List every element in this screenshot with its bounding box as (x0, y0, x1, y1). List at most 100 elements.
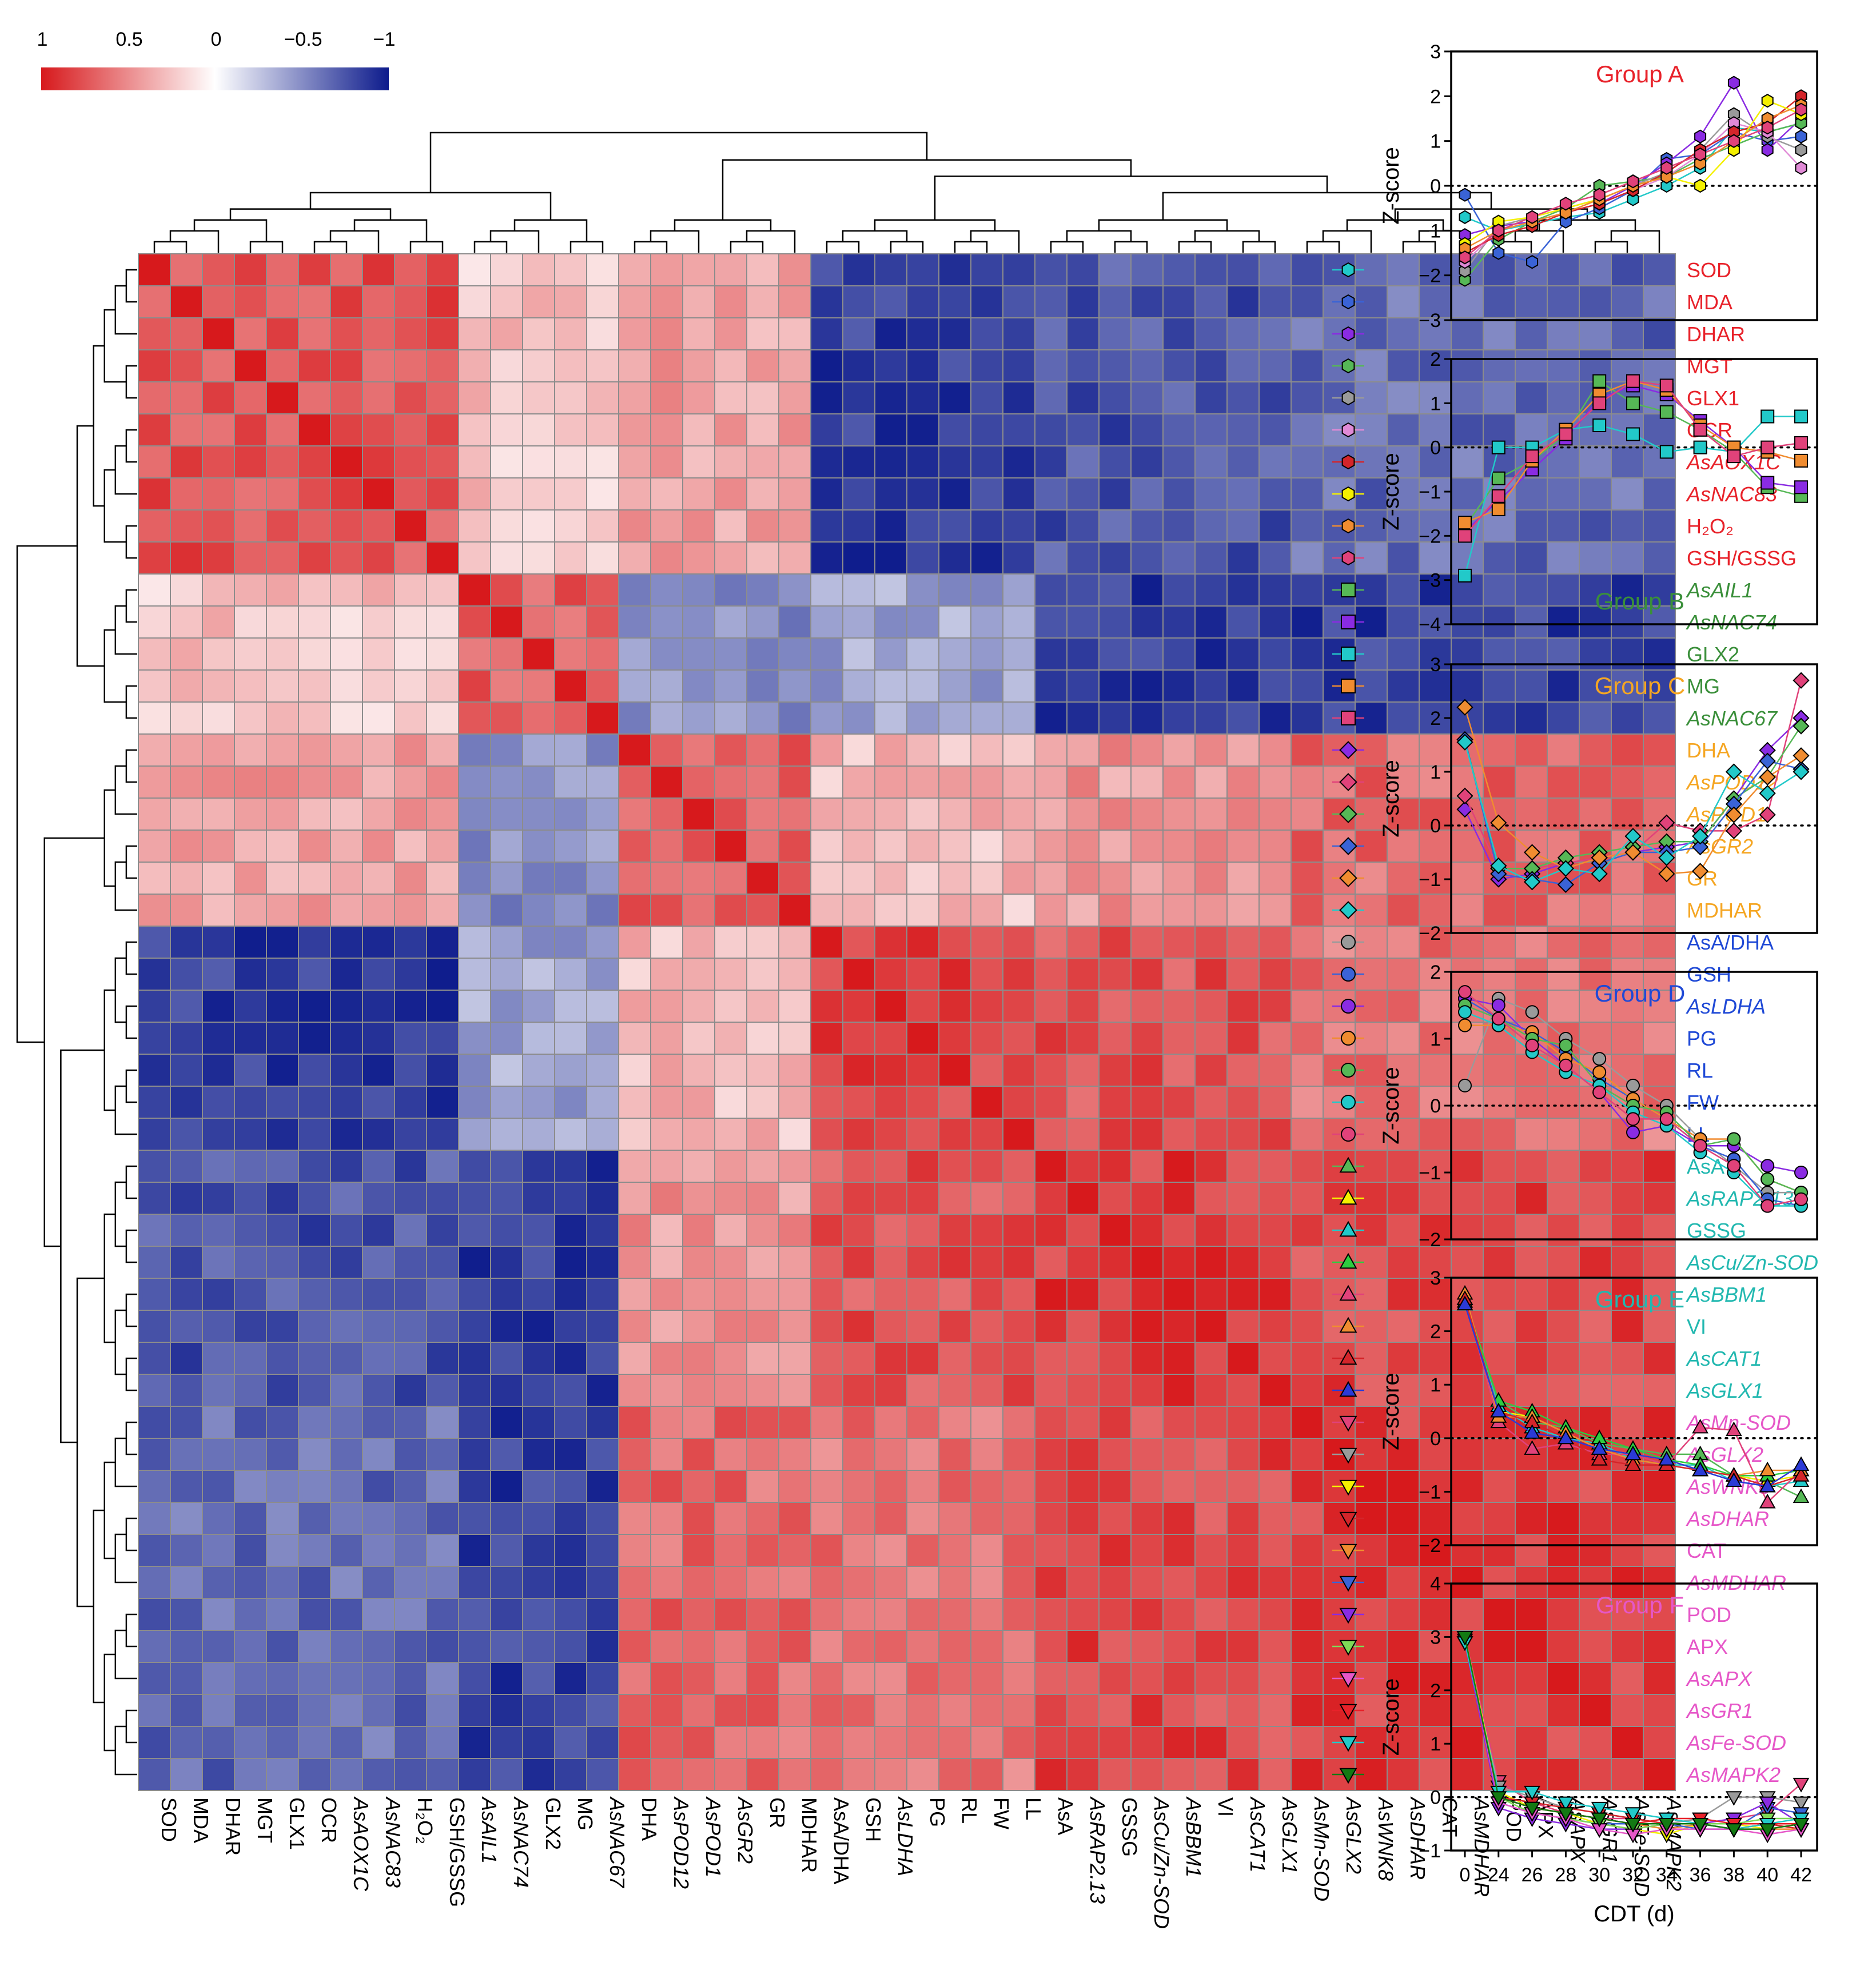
data-point (1659, 1112, 1674, 1126)
heatmap-cell (1066, 894, 1100, 927)
heatmap-cell (170, 477, 203, 511)
row-label: MDHAR (1687, 899, 1762, 922)
y-tick-label: −4 (1419, 614, 1441, 636)
heatmap-cell (554, 1630, 587, 1663)
data-point (1793, 1467, 1810, 1482)
data-point (1759, 768, 1776, 786)
heatmap-cell (1162, 1406, 1196, 1439)
heatmap-cell (266, 381, 299, 414)
y-axis-label: Z-score (1379, 760, 1404, 838)
heatmap-cell (842, 1342, 875, 1375)
heatmap-cell (1194, 1054, 1228, 1087)
heatmap-cell (650, 1630, 683, 1663)
heatmap-cell (650, 1662, 683, 1695)
heatmap-cell (682, 1086, 715, 1119)
heatmap-cell (202, 1054, 235, 1087)
heatmap-cell (266, 733, 299, 767)
heatmap-cell (1643, 349, 1676, 382)
heatmap-cell (234, 797, 267, 831)
heatmap-cell (970, 637, 1003, 671)
heatmap-cell (1226, 573, 1260, 607)
heatmap-cell (938, 669, 971, 703)
column-label: AsNAC83 (381, 1796, 405, 1888)
heatmap-cell (1291, 477, 1324, 511)
heatmap-cell (1387, 285, 1420, 318)
heatmap-cell (586, 669, 619, 703)
heatmap-cell (650, 605, 683, 639)
heatmap-cell (1258, 1054, 1292, 1087)
heatmap-cell (298, 1630, 331, 1663)
heatmap-cell (586, 701, 619, 735)
heatmap-cell (970, 1598, 1003, 1631)
heatmap-cell (746, 1246, 779, 1279)
heatmap-cell (202, 1534, 235, 1567)
heatmap-cell (458, 1630, 491, 1663)
heatmap-cell (458, 1182, 491, 1215)
data-point (1691, 863, 1709, 880)
heatmap-cell (810, 1310, 843, 1343)
heatmap-cell (874, 541, 907, 575)
heatmap-cell (490, 1406, 523, 1439)
heatmap-cell (1066, 830, 1100, 863)
heatmap-cell (1611, 990, 1644, 1023)
heatmap-cell (586, 830, 619, 863)
heatmap-cell (586, 1182, 619, 1215)
heatmap-cell (586, 285, 619, 318)
heatmap-cell (138, 1022, 171, 1055)
legend-marker (1339, 837, 1357, 855)
heatmap-cell (810, 605, 843, 639)
heatmap-cell (1130, 349, 1164, 382)
heatmap-cell (746, 1726, 779, 1759)
heatmap-cell (298, 1246, 331, 1279)
heatmap-cell (170, 1694, 203, 1727)
heatmap-cell (1611, 701, 1644, 735)
data-point (1624, 1817, 1642, 1833)
heatmap-cell (202, 733, 235, 767)
heatmap-cell (330, 541, 363, 575)
heatmap-cell (938, 830, 971, 863)
chart-title: Group C (1595, 672, 1686, 699)
column-label: MDHAR (798, 1797, 821, 1873)
data-point (1626, 1078, 1640, 1092)
heatmap-cell (1034, 958, 1068, 991)
heatmap-cell (330, 381, 363, 414)
column-label: DHA (638, 1797, 661, 1841)
y-axis-label: Z-score (1379, 1373, 1404, 1450)
heatmap-cell (266, 1054, 299, 1087)
heatmap-cell (1002, 701, 1035, 735)
heatmap-cell (1483, 733, 1516, 767)
data-point (1491, 471, 1505, 485)
heatmap-cell (778, 1310, 811, 1343)
heatmap-cell (906, 926, 939, 959)
heatmap-cell (1130, 1662, 1164, 1695)
row-label: AsFe-SOD (1686, 1731, 1786, 1754)
heatmap-cell (1611, 1470, 1644, 1503)
heatmap-cell (426, 1054, 459, 1087)
heatmap-cell (1034, 1566, 1068, 1599)
heatmap-cell (618, 1214, 651, 1247)
heatmap-cell (1098, 797, 1132, 831)
heatmap-cell (394, 1534, 427, 1567)
heatmap-cell (458, 1214, 491, 1247)
heatmap-cell (426, 1214, 459, 1247)
data-point (1624, 1807, 1642, 1822)
heatmap-cell (1643, 1630, 1676, 1663)
heatmap-cell (682, 1694, 715, 1727)
dendrogram-branch (125, 1293, 137, 1327)
heatmap-cell (970, 669, 1003, 703)
heatmap-cell (1098, 509, 1132, 543)
heatmap-cell (1547, 926, 1580, 959)
heatmap-cell (1611, 1150, 1644, 1183)
dendrogram-branch (103, 789, 115, 887)
heatmap-cell (746, 1054, 779, 1087)
heatmap-cell (650, 1182, 683, 1215)
data-point (1458, 529, 1472, 543)
heatmap-cell (522, 1310, 555, 1343)
heatmap-cell (1162, 1150, 1196, 1183)
data-point (1490, 1791, 1507, 1806)
heatmap-cell (1002, 1278, 1035, 1311)
heatmap-cell (1611, 1598, 1644, 1631)
heatmap-cell (682, 253, 715, 286)
heatmap-cell (1194, 1534, 1228, 1567)
data-point (1491, 502, 1505, 516)
